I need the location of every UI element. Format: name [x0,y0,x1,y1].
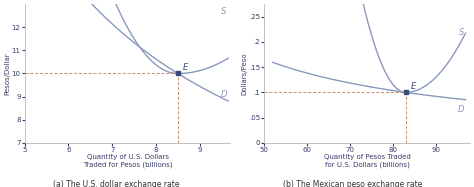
Text: (a) The U.S. dollar exchange rate: (a) The U.S. dollar exchange rate [53,180,179,187]
X-axis label: Quantity of Pesos Traded
for U.S. Dollars (billions): Quantity of Pesos Traded for U.S. Dollar… [324,154,410,168]
Text: S: S [458,28,464,37]
Y-axis label: Dollars/Peso: Dollars/Peso [241,52,247,95]
Text: S: S [221,7,227,16]
Y-axis label: Pesos/Dollar: Pesos/Dollar [4,52,10,95]
Text: (b) The Mexican peso exchange rate: (b) The Mexican peso exchange rate [283,180,423,187]
Text: E: E [410,82,416,91]
X-axis label: Quantity of U.S. Dollars
Traded for Pesos (billions): Quantity of U.S. Dollars Traded for Peso… [83,154,173,168]
Text: D: D [220,90,227,99]
Text: D: D [458,105,465,114]
Text: E: E [183,63,188,72]
